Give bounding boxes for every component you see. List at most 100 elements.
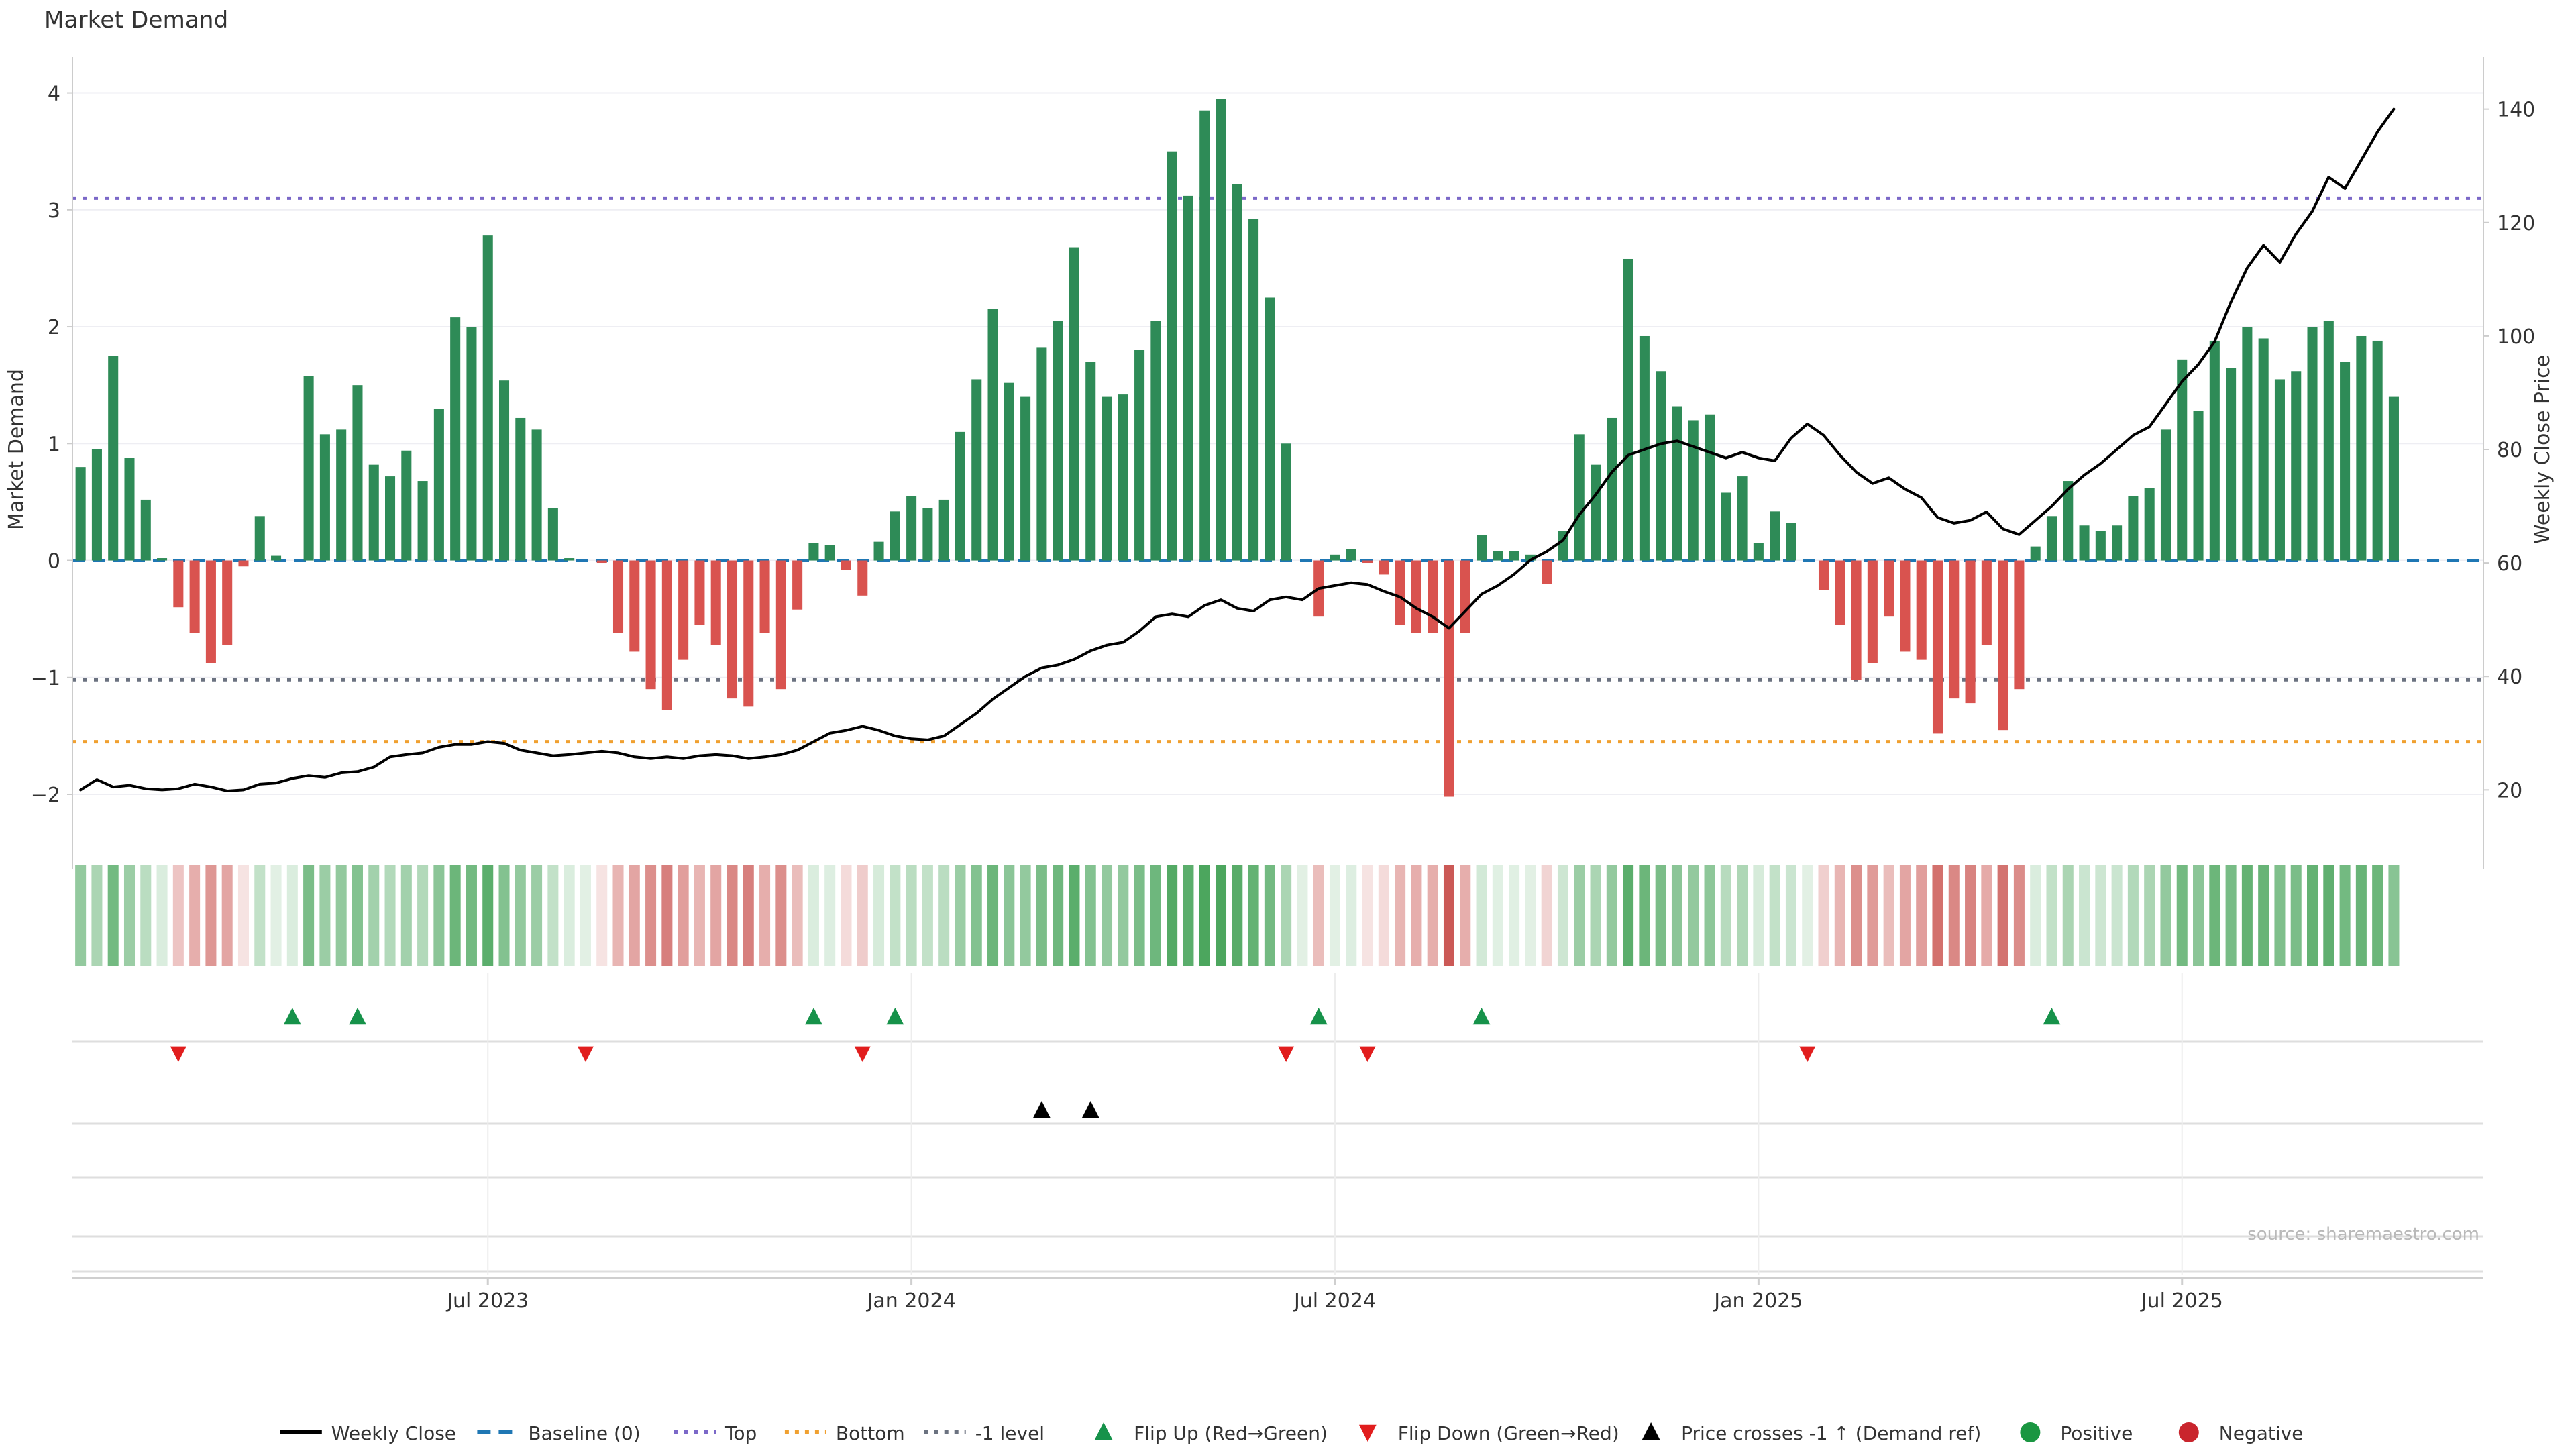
heat-cell — [2388, 865, 2400, 966]
price-cross-marker — [1081, 1101, 1099, 1118]
demand-bar — [205, 560, 216, 663]
heat-cell — [1281, 865, 1292, 966]
legend-item[interactable]: Flip Up (Red→Green) — [1094, 1422, 1328, 1444]
heat-cell — [1899, 865, 1911, 966]
heat-cell — [629, 865, 640, 966]
demand-bar — [157, 558, 168, 561]
demand-bar — [222, 560, 233, 645]
flip-up-marker — [2043, 1008, 2061, 1025]
heat-cell — [1997, 865, 2008, 966]
heat-cell — [1232, 865, 1243, 966]
demand-bar — [1542, 560, 1552, 584]
demand-bar — [873, 541, 884, 561]
heat-cell — [417, 865, 429, 966]
demand-bar — [271, 555, 282, 561]
heat-cell — [580, 865, 591, 966]
heat-cell — [140, 865, 152, 966]
flip-down-marker — [1799, 1046, 1816, 1062]
demand-bar — [1688, 420, 1699, 561]
heat-cell — [857, 865, 868, 966]
demand-bar — [1672, 406, 1682, 561]
demand-bar — [1851, 560, 1862, 680]
demand-bar — [417, 481, 428, 561]
legend-item[interactable]: -1 level — [924, 1422, 1044, 1444]
heat-cell — [694, 865, 705, 966]
legend-item[interactable]: Bottom — [784, 1422, 905, 1444]
price-cross-marker — [1033, 1101, 1051, 1118]
demand-bar — [1786, 523, 1796, 561]
demand-bar — [1932, 560, 1943, 734]
heat-cell — [91, 865, 103, 966]
heat-cell — [2030, 865, 2041, 966]
demand-bar — [2323, 321, 2334, 561]
legend-item[interactable]: Price crosses -1 ↑ (Demand ref) — [1642, 1422, 1981, 1444]
demand-bar — [2063, 481, 2074, 561]
heat-cell — [743, 865, 754, 966]
demand-bar — [1867, 560, 1878, 663]
demand-bar — [1346, 549, 1356, 561]
heat-cell — [1606, 865, 1617, 966]
axis-lines — [72, 57, 2484, 869]
demand-bar — [1574, 434, 1585, 561]
heat-cell — [2290, 865, 2302, 966]
demand-bar — [2372, 340, 2383, 561]
heat-cell — [1525, 865, 1536, 966]
heat-cell — [1362, 865, 1373, 966]
demand-bar — [1248, 219, 1259, 561]
heat-cell — [2013, 865, 2025, 966]
demand-bar — [108, 356, 119, 561]
x-tick-label: Jul 2025 — [2140, 1289, 2223, 1313]
heat-cell — [286, 865, 298, 966]
demand-bar — [1118, 394, 1128, 561]
demand-bar — [91, 449, 102, 561]
demand-bar — [857, 560, 868, 596]
demand-bar — [922, 508, 933, 561]
demand-bar — [189, 560, 200, 633]
demand-bar — [596, 560, 607, 564]
legend-item[interactable]: Top — [674, 1422, 757, 1444]
heat-cell — [824, 865, 836, 966]
legend-item[interactable]: Flip Down (Green→Red) — [1358, 1422, 1619, 1444]
demand-bar — [433, 409, 444, 561]
legend-label: Price crosses -1 ↑ (Demand ref) — [1681, 1422, 1981, 1444]
heat-cell — [2225, 865, 2237, 966]
heat-cell — [1965, 865, 1976, 966]
heat-cell — [498, 865, 510, 966]
demand-bar — [2356, 335, 2367, 561]
legend-item[interactable]: Weekly Close — [280, 1422, 456, 1444]
demand-bar — [1428, 560, 1438, 633]
heat-cell — [1069, 865, 1080, 966]
legend-label: Flip Up (Red→Green) — [1134, 1422, 1328, 1444]
demand-bar — [124, 458, 135, 561]
legend-item[interactable]: Positive — [2020, 1422, 2133, 1444]
demand-bar — [1004, 382, 1014, 561]
demand-bar — [808, 543, 819, 561]
heat-cell — [1215, 865, 1227, 966]
flip-up-marker — [283, 1008, 301, 1025]
heat-cell — [727, 865, 738, 966]
left-tick-label: 4 — [48, 83, 60, 106]
heat-cell — [2095, 865, 2106, 966]
legend-item[interactable]: Negative — [2178, 1422, 2304, 1444]
demand-bar — [1721, 492, 1731, 561]
demand-bar — [1134, 350, 1145, 561]
demand-bar — [564, 558, 575, 561]
heat-cell — [1036, 865, 1047, 966]
heat-cell — [2274, 865, 2286, 966]
legend-label: Positive — [2060, 1422, 2133, 1444]
demand-bar — [2258, 338, 2269, 561]
heat-cell — [172, 865, 184, 966]
heat-cell — [612, 865, 624, 966]
price-cross-markers — [1033, 1101, 1099, 1118]
legend-item[interactable]: Baseline (0) — [477, 1422, 641, 1444]
demand-bar — [1981, 560, 1992, 645]
demand-bar — [694, 560, 705, 625]
demand-bar — [987, 309, 998, 561]
demand-bar — [727, 560, 738, 699]
heat-cell — [319, 865, 331, 966]
heat-cell — [1834, 865, 1845, 966]
demand-bar — [775, 560, 786, 690]
heat-cell — [2111, 865, 2123, 966]
heat-cell — [303, 865, 315, 966]
